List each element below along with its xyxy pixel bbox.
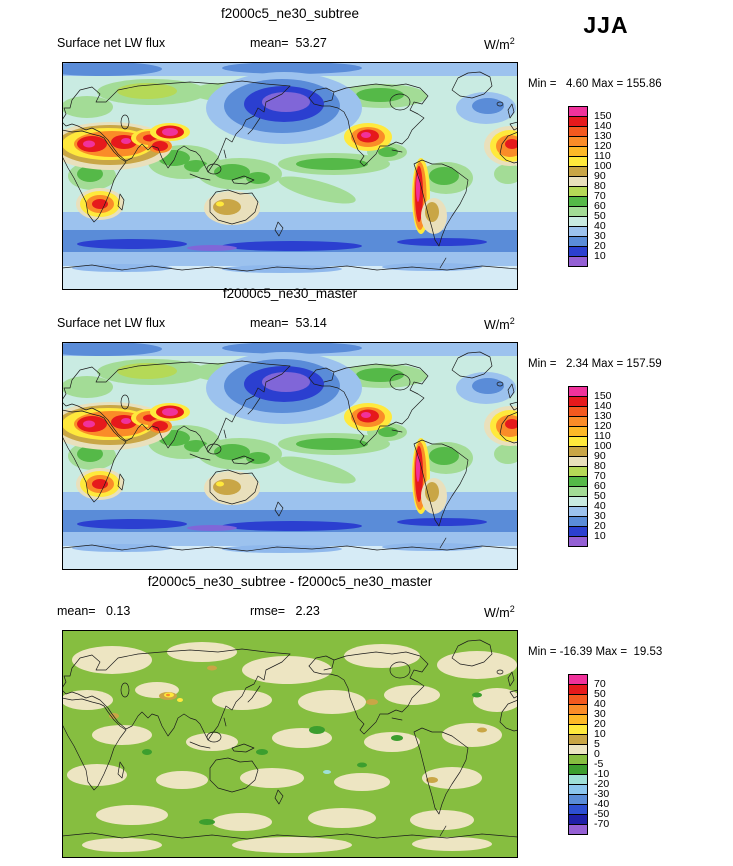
colorbar-tick-label: -30: [594, 788, 610, 800]
colorbar-tick-label: 20: [594, 718, 606, 730]
mean-stat: mean= 53.14: [250, 316, 327, 330]
panel-title: f2000c5_ne30_master: [222, 286, 358, 301]
world-map-svg: [62, 62, 518, 290]
panel-master: f2000c5_ne30_master Surface net LW flux …: [0, 280, 733, 570]
colorbar-boxes: [568, 386, 588, 547]
colorbar-box: [568, 824, 588, 835]
colorbar-tick-label: -40: [594, 798, 610, 810]
colorbar-subtree: 150 140 130 120 110 100 90 80 70 60 50 40 30 20 10: [568, 106, 632, 284]
colorbar-tick-label: 0: [594, 748, 600, 760]
colorbar-tick-label: 30: [594, 708, 606, 720]
colorbar-tick-label: -20: [594, 778, 610, 790]
colorbar-tick-label: 50: [594, 490, 606, 502]
season-label: JJA: [583, 12, 629, 38]
colorbar-tick-label: 10: [594, 530, 606, 542]
units-exponent: 2: [509, 316, 515, 326]
colorbar-tick-label: 60: [594, 200, 606, 212]
units-base: W/m: [484, 38, 510, 53]
minmax-label: Min = 4.60 Max = 155.86: [528, 78, 662, 90]
colorbar-tick-label: -70: [594, 818, 610, 830]
colorbar-tick-label: 40: [594, 698, 606, 710]
colorbar-tick-label: 50: [594, 688, 606, 700]
variable-label: Surface net LW flux: [57, 316, 166, 330]
colorbar-box: [568, 536, 588, 547]
units-exponent: 2: [509, 36, 515, 46]
colorbar-tick-label: 110: [594, 150, 611, 162]
colorbar-tick-label: 150: [594, 390, 612, 402]
units-label: W/m2: [484, 36, 515, 52]
colorbar-tick-label: 100: [594, 440, 612, 452]
colorbar-difference: 70 50 40 30 20 10 5 0 -5 -10 -20 -30 -40 -50 -70: [568, 674, 632, 852]
difference-map-svg: [62, 630, 518, 858]
colorbar-tick-label: 120: [594, 420, 612, 432]
colorbar-tick-label: 10: [594, 728, 606, 740]
colorbar-tick-label: 20: [594, 520, 606, 532]
colorbar-tick-label: 40: [594, 220, 606, 232]
colorbar-tick-label: 70: [594, 190, 606, 202]
colorbar-tick-label: 80: [594, 180, 606, 192]
units-label: W/m2: [484, 316, 515, 332]
colorbar-tick-label: 70: [594, 470, 606, 482]
mean-stat: mean= 53.27: [250, 36, 327, 50]
colorbar-tick-label: 80: [594, 460, 606, 472]
colorbar-tick-label: 10: [594, 250, 606, 262]
colorbar-tick-label: 50: [594, 210, 606, 222]
panel-subtree: f2000c5_ne30_subtree Surface net LW flux…: [0, 0, 733, 290]
colorbar-tick-label: 30: [594, 510, 606, 522]
colorbar-tick-label: 130: [594, 410, 612, 422]
map-difference: [62, 630, 518, 858]
colorbar-boxes: [568, 674, 588, 835]
colorbar-tick-label: 70: [594, 678, 606, 690]
colorbar-tick-label: -5: [594, 758, 604, 770]
colorbar-tick-label: 140: [594, 120, 612, 132]
panel-difference: f2000c5_ne30_subtree - f2000c5_ne30_mast…: [0, 568, 733, 858]
colorbar-tick-label: -50: [594, 808, 610, 820]
colorbar-tick-label: 60: [594, 480, 606, 492]
difference-field: [62, 630, 518, 858]
colorbar-tick-label: 20: [594, 240, 606, 252]
mean-stat: mean= 0.13: [57, 604, 131, 618]
colorbar-boxes: [568, 106, 588, 267]
panel-title: f2000c5_ne30_subtree: [220, 6, 360, 21]
colorbar-tick-label: -10: [594, 768, 610, 780]
colorbar-tick-label: 130: [594, 130, 612, 142]
units-base: W/m: [484, 318, 510, 333]
colorbar-tick-label: 90: [594, 450, 606, 462]
variable-label: Surface net LW flux: [57, 36, 166, 50]
rmse-stat: rmse= 2.23: [250, 604, 320, 618]
world-map-svg: [62, 342, 518, 570]
colorbar-tick-label: 150: [594, 110, 612, 122]
colorbar-tick-label: 110: [594, 430, 611, 442]
units-exponent: 2: [509, 604, 515, 614]
panel-title: f2000c5_ne30_subtree - f2000c5_ne30_mast…: [147, 574, 433, 589]
map-subtree: [62, 62, 518, 290]
map-master: [62, 342, 518, 570]
lw-flux-field: [62, 62, 518, 290]
minmax-label: Min = -16.39 Max = 19.53: [528, 646, 663, 658]
colorbar-master: 150 140 130 120 110 100 90 80 70 60 50 40 30 20 10: [568, 386, 632, 564]
colorbar-tick-label: 90: [594, 170, 606, 182]
colorbar-tick-label: 100: [594, 160, 612, 172]
colorbar-box: [568, 256, 588, 267]
colorbar-tick-label: 40: [594, 500, 606, 512]
colorbar-tick-label: 30: [594, 230, 606, 242]
colorbar-tick-label: 5: [594, 738, 600, 750]
units-base: W/m: [484, 606, 510, 621]
colorbar-tick-label: 120: [594, 140, 612, 152]
units-label: W/m2: [484, 604, 515, 620]
colorbar-tick-label: 140: [594, 400, 612, 412]
minmax-label: Min = 2.34 Max = 157.59: [528, 358, 662, 370]
